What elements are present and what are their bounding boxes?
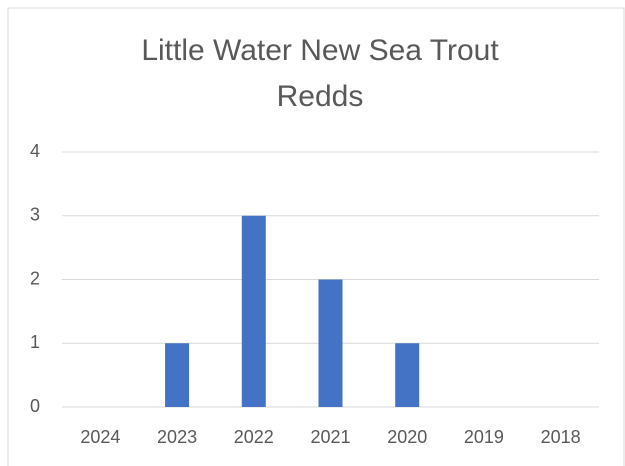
x-tick-label: 2021 <box>310 427 350 447</box>
x-tick-label: 2022 <box>234 427 274 447</box>
x-tick-label: 2020 <box>387 427 427 447</box>
x-tick-label: 2024 <box>80 427 120 447</box>
bar <box>318 279 343 407</box>
x-tick-label: 2019 <box>464 427 504 447</box>
chart-border <box>7 7 625 466</box>
x-tick-label: 2018 <box>541 427 581 447</box>
y-tick-label: 0 <box>30 396 40 416</box>
y-tick-label: 1 <box>30 332 40 352</box>
bar <box>241 215 266 407</box>
y-tick-label: 4 <box>30 141 40 161</box>
y-tick-label: 2 <box>30 268 40 288</box>
bar <box>395 343 420 407</box>
x-tick-label: 2023 <box>157 427 197 447</box>
bar <box>165 343 190 407</box>
y-tick-label: 3 <box>30 205 40 225</box>
chart-title: Little Water New Sea Trout Redds <box>141 34 499 113</box>
